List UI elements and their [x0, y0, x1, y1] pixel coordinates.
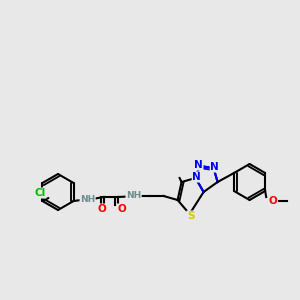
Text: S: S [187, 211, 194, 221]
Text: NH: NH [80, 194, 95, 203]
Text: N: N [192, 172, 201, 182]
Text: N: N [194, 160, 203, 170]
Text: O: O [269, 196, 278, 206]
Text: O: O [117, 204, 126, 214]
Text: Cl: Cl [35, 188, 46, 198]
Text: NH: NH [126, 191, 141, 200]
Text: O: O [97, 204, 106, 214]
Text: N: N [210, 162, 219, 172]
